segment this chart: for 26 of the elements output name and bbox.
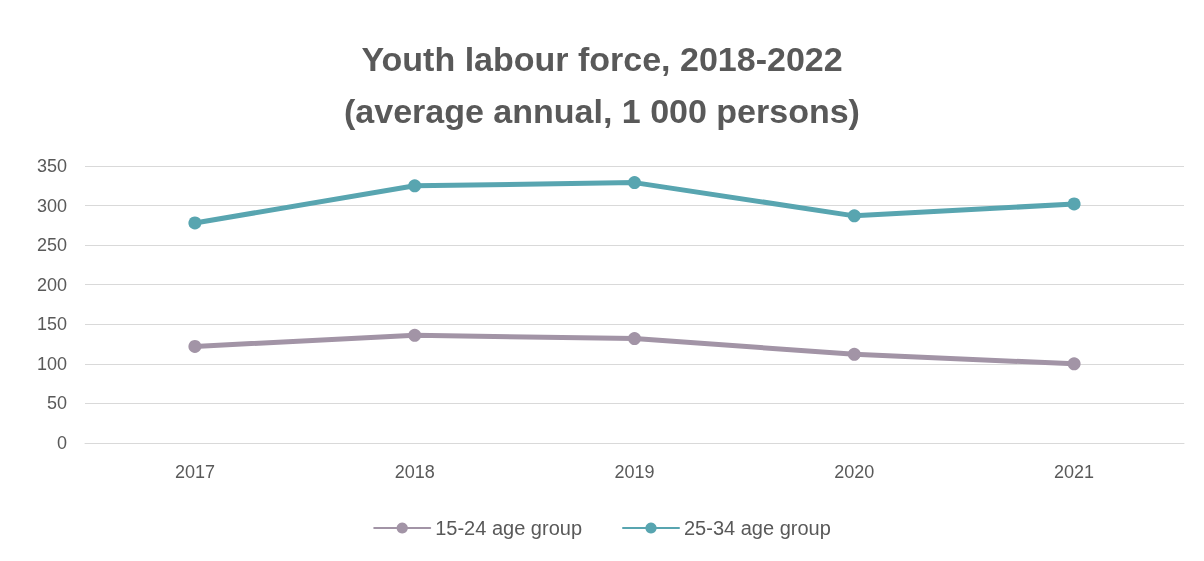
point: [1067, 197, 1081, 211]
y-tick-label: 50: [46, 393, 67, 414]
point: [847, 209, 861, 223]
y-tick-label: 350: [36, 156, 67, 176]
point: [628, 332, 641, 346]
point: [408, 179, 422, 193]
y-tick-label: 300: [36, 195, 67, 216]
point: [1067, 357, 1081, 371]
legend-label: 15-24 age group: [435, 517, 583, 539]
point: [847, 347, 861, 361]
point: [628, 176, 641, 190]
x-tick-label: 2018: [394, 462, 435, 482]
x-tick-label: 2017: [174, 462, 215, 482]
y-tick-label: 0: [56, 433, 67, 453]
x-tick-label: 2021: [1054, 462, 1095, 482]
point: [188, 339, 202, 353]
point: [408, 328, 422, 342]
legend-label: 25-34 age group: [684, 517, 831, 539]
x-tick-label: 2019: [614, 462, 655, 482]
point: [188, 216, 202, 230]
chart-title: Youth labour force, 2018-2022 (average annual, 1 000 persons): [344, 40, 860, 130]
y-tick-label: 200: [36, 274, 67, 295]
x-tick-label: 2020: [834, 462, 875, 482]
y-tick-label: 150: [36, 314, 67, 335]
y-tick-label: 100: [36, 353, 67, 374]
y-tick-label: 250: [36, 235, 67, 256]
